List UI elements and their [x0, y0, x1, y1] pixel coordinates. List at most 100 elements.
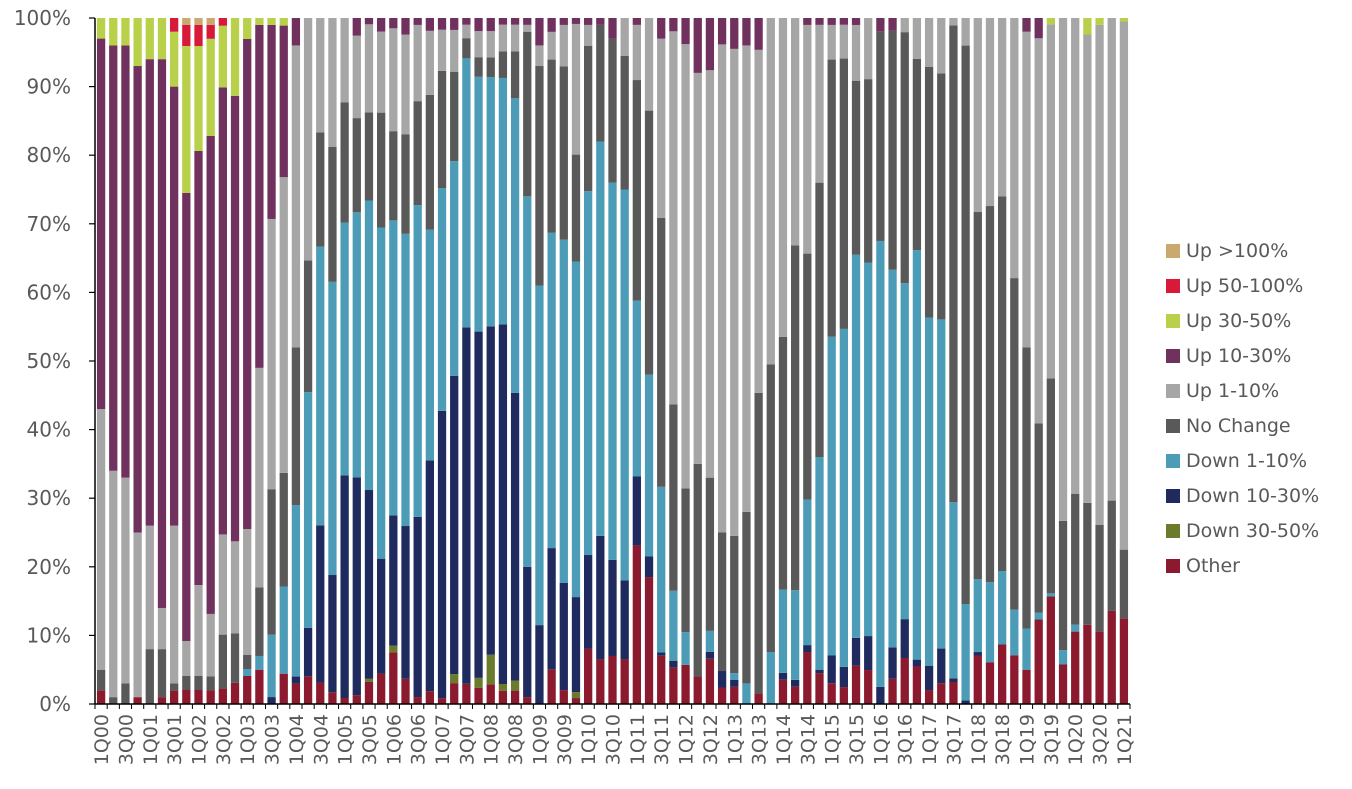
- bar-segment-2Q15-up-10-30-: [839, 18, 848, 25]
- bar-segment-1Q15-other: [827, 683, 836, 704]
- bar-segment-2Q02-up-30-50-: [206, 38, 215, 136]
- bar-segment-3Q16-no-change: [900, 32, 909, 284]
- bar-segment-2Q06-other: [401, 678, 410, 704]
- bar-segment-1Q10-no-change: [584, 45, 593, 192]
- legend-label: Up >100%: [1186, 239, 1289, 262]
- bar-segment-4Q03-no-change: [279, 472, 288, 587]
- bar-segment-3Q13-other: [754, 693, 763, 704]
- bar-segment-2Q10-down-1-10-: [596, 141, 605, 536]
- bar-segment-1Q03-up-30-50-: [243, 18, 252, 39]
- bar-segment-2Q08-up-10-30-: [498, 18, 508, 25]
- bar-segment-4Q07-down-30-50-: [474, 677, 483, 688]
- bar-segment-1Q03-down-1-10-: [243, 669, 252, 676]
- bar-segment-3Q01-up-1-10-: [170, 525, 179, 684]
- bar-segment-4Q05-up-10-30-: [377, 18, 386, 32]
- bar-segment-3Q13-no-change: [754, 392, 763, 694]
- bar-segment-2Q08-down-30-50-: [498, 684, 508, 691]
- bar-segment-1Q10-up-1-10-: [584, 24, 593, 46]
- bar-segment-1Q16-down-10-30-: [876, 686, 885, 704]
- legend-label: No Change: [1186, 414, 1291, 437]
- bar-segment-3Q20-up-30-50-: [1095, 18, 1104, 25]
- bar-segment-4Q04-down-1-10-: [328, 281, 337, 576]
- bar-segment-4Q19-other: [1058, 664, 1068, 704]
- bar-segment-4Q08-up-1-10-: [523, 24, 532, 32]
- y-tick-label: 20%: [27, 555, 71, 579]
- bar-segment-2Q07-no-change: [450, 71, 459, 162]
- bar-segment-4Q19-up-1-10-: [1058, 18, 1068, 521]
- bar-segment-3Q11-up-10-30-: [657, 18, 666, 39]
- bar-segment-2Q16-no-change: [888, 30, 897, 270]
- bar-segment-2Q06-no-change: [401, 134, 410, 234]
- bar-segment-1Q08-up-10-30-: [486, 18, 495, 32]
- bar-segment-3Q02-up-50-100-: [218, 18, 227, 26]
- bar-segment-4Q07-up-1-10-: [474, 31, 483, 58]
- bar-segment-3Q18-down-1-10-: [998, 571, 1007, 645]
- bar-segment-4Q08-down-10-30-: [523, 566, 532, 698]
- bar-segment-1Q06-down-1-10-: [389, 220, 398, 516]
- bar-segment-4Q03-down-1-10-: [279, 586, 288, 674]
- bar-segment-2Q00-up-10-30-: [109, 45, 118, 471]
- chart-legend: Up >100% Up 50-100% Up 30-50% Up 10-30% …: [1166, 233, 1346, 583]
- legend-label: Down 30-50%: [1186, 519, 1320, 542]
- bar-segment-2Q17-up-1-10-: [937, 18, 946, 74]
- bar-segment-4Q13-no-change: [766, 364, 775, 653]
- bar-segment-4Q00-other: [133, 697, 142, 704]
- x-tick-label: 1Q07: [432, 714, 454, 765]
- bar-segment-2Q03-other: [255, 669, 264, 704]
- bar-segment-4Q05-down-10-30-: [377, 558, 386, 674]
- legend-swatch: [1166, 558, 1180, 573]
- bar-segment-3Q16-up-1-10-: [900, 18, 909, 33]
- bar-segment-2Q17-down-1-10-: [937, 319, 946, 649]
- bar-segment-3Q17-no-change: [949, 25, 958, 503]
- bar-segment-4Q06-down-1-10-: [425, 229, 434, 461]
- x-tick-label: 1Q10: [578, 714, 600, 765]
- bar-segment-4Q14-down-1-10-: [815, 457, 824, 670]
- bar-segment-1Q16-up-10-30-: [876, 18, 885, 32]
- bar-segment-1Q11-down-1-10-: [632, 300, 641, 477]
- bar-segment-1Q16-down-1-10-: [876, 240, 885, 687]
- bar-segment-3Q20-other: [1095, 631, 1104, 704]
- bar-segment-1Q10-down-10-30-: [584, 555, 593, 649]
- bar-segment-3Q17-down-1-10-: [949, 502, 958, 679]
- bar-segment-2Q12-no-change: [693, 463, 702, 677]
- bar-segment-3Q08-no-change: [510, 51, 520, 99]
- bar-segment-4Q00-up-1-10-: [133, 532, 142, 698]
- bar-segment-1Q01-up-10-30-: [145, 59, 154, 526]
- bar-segment-3Q10-other: [608, 655, 617, 704]
- y-tick-label: 80%: [27, 143, 71, 167]
- bar-segment-2Q14-up-1-10-: [791, 18, 800, 246]
- bar-segment-4Q17-down-1-10-: [961, 604, 970, 701]
- bar-segment-4Q05-up-1-10-: [377, 31, 386, 113]
- bar-segment-3Q10-no-change: [608, 38, 617, 183]
- bar-segment-3Q05-down-30-50-: [364, 678, 374, 682]
- x-tick-label: 3Q04: [310, 714, 332, 765]
- bar-segment-1Q08-no-change: [486, 57, 495, 78]
- bar-segment-3Q01-up-50-100-: [170, 18, 179, 32]
- bar-segment-2Q14-down-1-10-: [791, 590, 800, 680]
- bar-segment-1Q14-up-1-10-: [778, 18, 788, 337]
- bar-segment-4Q07-down-1-10-: [474, 76, 483, 332]
- bar-segment-3Q08-other: [510, 690, 520, 704]
- bar-segment-2Q08-up-1-10-: [498, 24, 508, 52]
- bar-segment-3Q01-up-30-50-: [170, 31, 179, 87]
- bar-segment-2Q17-no-change: [937, 73, 946, 320]
- bar-segment-3Q03-up-10-30-: [267, 24, 276, 219]
- bar-segment-1Q18-down-10-30-: [973, 652, 982, 656]
- legend-swatch: [1166, 418, 1180, 433]
- bar-segment-1Q07-up-1-10-: [437, 29, 447, 71]
- bar-segment-3Q12-down-1-10-: [705, 630, 715, 652]
- bar-segment-4Q05-down-1-10-: [377, 227, 386, 559]
- bar-segment-3Q15-up-10-30-: [851, 18, 861, 25]
- bar-segment-2Q02-up-100-: [206, 18, 215, 25]
- bar-segment-4Q19-down-1-10-: [1058, 650, 1068, 665]
- x-tick-label: 3Q02: [213, 714, 235, 765]
- y-tick-label: 10%: [27, 623, 71, 647]
- legend-label: Other: [1186, 554, 1240, 577]
- bar-segment-2Q09-up-1-10-: [547, 31, 556, 60]
- bar-segment-4Q18-no-change: [1010, 278, 1019, 610]
- bar-segment-3Q05-down-1-10-: [364, 200, 374, 491]
- bar-segment-3Q02-up-1-10-: [218, 534, 227, 635]
- bar-segment-3Q12-up-10-30-: [705, 18, 715, 71]
- y-tick-label: 70%: [27, 212, 71, 236]
- legend-item: No Change: [1166, 408, 1346, 443]
